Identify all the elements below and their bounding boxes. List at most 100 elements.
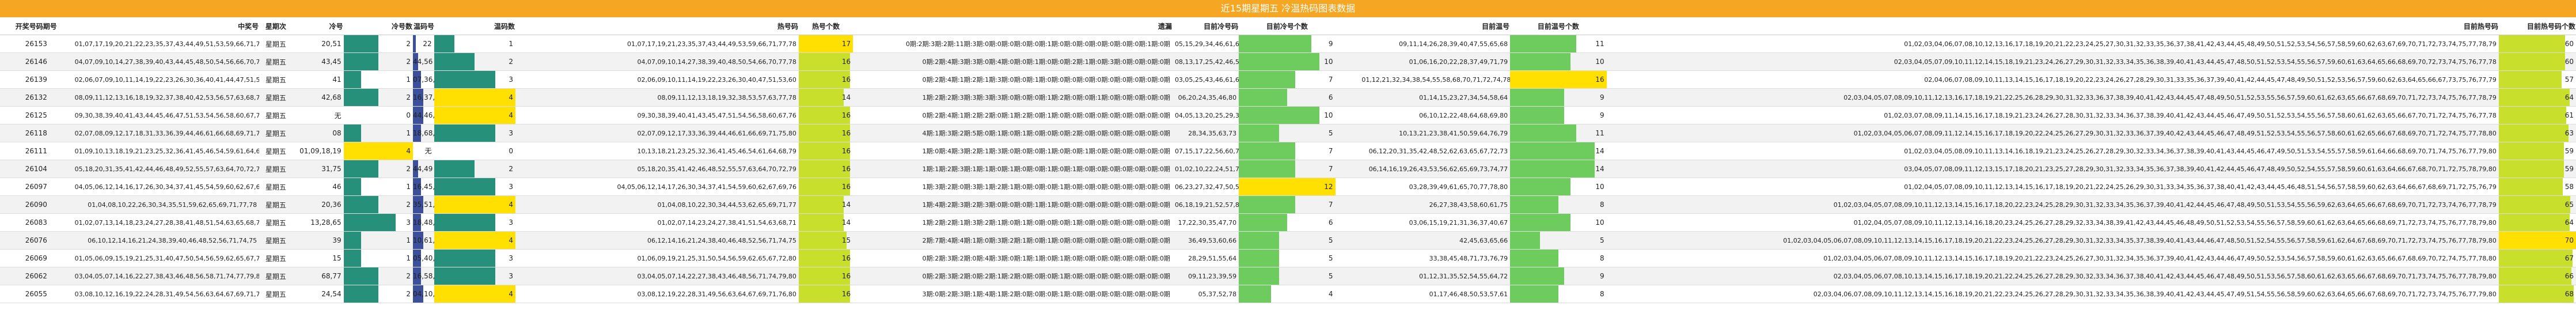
warm-numbers-cell-value: 16,37,40,56	[413, 93, 434, 101]
current-warm-count-cell-value: 10	[1595, 58, 1604, 66]
current-hot-count-cell-value: 59	[2564, 147, 2574, 155]
cold-numbers-cell: 无	[292, 106, 344, 124]
warm-numbers-cell: 07,36,44	[413, 70, 434, 89]
current-warm-count-cell: 8	[1510, 195, 1607, 214]
table-row: 26090 01,04,08,10,22,26,30,34,35,51,59,62…	[0, 195, 2576, 214]
hot-cold-table: 开奖号码期号 中奖号 星期次 冷号 冷号数 温码号 温码数 热号码 热号个数 遗…	[0, 17, 2576, 303]
cold-count-cell-value: 1	[406, 254, 411, 262]
current-warm-count-cell-value: 16	[1595, 76, 1604, 84]
current-warm-count-cell-bar	[1510, 232, 1541, 249]
issue-cell: 26111	[0, 142, 73, 160]
cold-count-cell: 1	[343, 70, 413, 89]
issue-cell: 26069	[0, 249, 73, 267]
cold-numbers-cell: 42,68	[292, 88, 344, 107]
warm-count-cell-value: 3	[509, 254, 513, 262]
issue-cell: 26055	[0, 285, 73, 303]
cold-count-cell-value: 2	[406, 201, 411, 209]
warm-numbers-cell-value: 04,10,18,75	[413, 290, 434, 298]
hot-numbers-cell: 01,02,07,14,23,24,27,38,41,51,54,63,68,7…	[515, 213, 799, 232]
cold-count-cell: 2	[343, 285, 413, 303]
table-row: 26104 05,18,20,31,35,41,42,44,46,48,49,52…	[0, 160, 2576, 178]
hot-numbers-cell: 01,04,08,10,22,30,34,44,53,62,65,69,71,7…	[515, 195, 799, 214]
header-row: 开奖号码期号 中奖号 星期次 冷号 冷号数 温码号 温码数 热号码 热号个数 遗…	[0, 17, 2576, 35]
hot-numbers-cell: 04,05,06,12,14,17,26,30,34,37,41,54,59,6…	[515, 178, 799, 196]
current-warm-cell: 10,13,21,23,38,41,50,59,64,76,79	[1359, 124, 1511, 142]
cold-count-cell: 2	[343, 160, 413, 178]
hot-count-cell-value: 16	[841, 290, 851, 298]
warm-count-cell-bar	[434, 178, 495, 195]
col-cold: 冷号	[292, 17, 344, 35]
cold-count-cell: 1	[343, 231, 413, 250]
winning-numbers-cell: 06,10,12,14,16,21,24,38,39,40,46,48,52,5…	[72, 231, 260, 250]
hot-numbers-cell: 03,08,12,19,22,28,31,49,56,63,64,67,69,7…	[515, 285, 799, 303]
weekday-cell: 星期五	[259, 160, 293, 178]
warm-numbers-cell-value: 22	[423, 40, 432, 48]
hot-count-cell-bar	[798, 89, 844, 106]
cold-count-cell-bar	[343, 214, 396, 231]
current-hot-count-cell-value: 60	[2564, 58, 2574, 66]
current-cold-count-cell-bar	[1239, 71, 1295, 88]
table-row: 26118 02,07,08,09,12,17,18,31,33,36,39,44…	[0, 124, 2576, 142]
winning-numbers-cell: 01,07,17,19,20,21,22,23,35,37,43,44,49,5…	[72, 35, 260, 53]
table-row: 26069 01,05,06,09,15,19,21,25,31,40,47,50…	[0, 249, 2576, 267]
cold-count-cell-bar	[343, 232, 361, 249]
hot-count-cell-bar	[798, 232, 847, 249]
col-nums: 中奖号	[72, 17, 260, 35]
hot-count-cell-bar	[798, 71, 850, 88]
weekday-cell: 星期五	[259, 267, 293, 285]
hot-count-cell-value: 16	[841, 58, 851, 66]
warm-numbers-cell: 无	[413, 142, 434, 160]
current-hot-count-cell-bar	[2498, 285, 2574, 303]
hot-count-cell-bar	[798, 53, 850, 70]
hot-count-cell: 15	[798, 231, 853, 250]
cold-count-cell-value: 2	[406, 272, 411, 280]
issue-cell: 26062	[0, 267, 73, 285]
current-cold-cell: 06,23,27,32,47,50,52,53,55,61,73,74	[1172, 178, 1239, 196]
cold-count-cell-value: 0	[406, 111, 411, 119]
current-warm-cell: 01,12,31,35,52,54,55,64,72	[1359, 267, 1511, 285]
hot-numbers-cell: 02,06,09,10,11,14,19,22,23,26,30,40,47,5…	[515, 70, 799, 89]
warm-count-cell-value: 3	[509, 183, 513, 191]
current-hot-count-cell: 70	[2498, 231, 2576, 250]
spacer-cell	[1335, 70, 1360, 89]
current-hot-count-cell: 57	[2498, 70, 2576, 89]
current-cold-count-cell: 7	[1239, 142, 1336, 160]
warm-count-cell-value: 4	[509, 201, 513, 209]
current-cold-count-cell-bar	[1239, 250, 1279, 267]
omission-cell: 1期:4期:2期:3期:2期:3期:0期:0期:0期:1期:1期:0期:0期:0…	[853, 195, 1173, 214]
spacer-cell	[1335, 195, 1360, 214]
current-warm-count-cell-value: 11	[1595, 40, 1604, 48]
table-row: 26139 02,06,07,09,10,11,14,19,22,23,26,30…	[0, 70, 2576, 89]
current-hot-count-cell: 59	[2498, 160, 2576, 178]
warm-count-cell-value: 3	[509, 218, 513, 227]
current-cold-cell: 03,05,25,43,46,61,69	[1172, 70, 1239, 89]
current-warm-count-cell-bar	[1510, 142, 1595, 160]
current-cold-cell: 28,29,51,55,64	[1172, 249, 1239, 267]
omission-cell: 0期:2期:3期:2期:0期:2期:1期:2期:0期:0期:0期:1期:0期:0…	[853, 267, 1173, 285]
current-warm-count-cell-bar	[1510, 124, 1577, 142]
spacer-cell	[1335, 285, 1360, 303]
col-cur-cold-n: 目前冷号个数	[1239, 17, 1336, 35]
spacer-cell	[1335, 52, 1360, 71]
winning-numbers-cell: 04,07,09,10,14,27,38,39,40,43,44,45,48,5…	[72, 52, 260, 71]
cold-count-cell-value: 1	[406, 183, 411, 191]
current-warm-count-cell: 8	[1510, 285, 1607, 303]
warm-numbers-cell-value: 18,48,78	[413, 218, 434, 227]
current-warm-cell: 01,17,46,48,50,53,57,61	[1359, 285, 1511, 303]
current-warm-cell: 03,28,39,49,61,65,70,77,78,80	[1359, 178, 1511, 196]
omission-cell: 0期:2期:4期:3期:3期:0期:4期:0期:0期:1期:0期:0期:2期:1…	[853, 52, 1173, 71]
current-cold-count-cell: 10	[1239, 52, 1336, 71]
col-hot-n: 热号个数	[798, 17, 853, 35]
current-hot-count-cell-bar	[2498, 53, 2565, 70]
current-hot-count-cell: 67	[2498, 249, 2576, 267]
hot-count-cell: 17	[798, 35, 853, 53]
current-hot-count-cell-value: 66	[2564, 272, 2574, 280]
current-warm-cell: 01,12,21,32,34,38,54,55,58,68,70,71,72,7…	[1359, 70, 1511, 89]
current-cold-count-cell-value: 7	[1328, 201, 1333, 209]
current-cold-count-cell-value: 5	[1328, 254, 1333, 262]
col-cur-cold: 目前冷号码	[1172, 17, 1239, 35]
current-hot-count-cell: 61	[2498, 106, 2576, 124]
weekday-cell: 星期五	[259, 88, 293, 107]
cold-count-cell-bar	[343, 35, 378, 52]
hot-count-cell: 16	[798, 160, 853, 178]
